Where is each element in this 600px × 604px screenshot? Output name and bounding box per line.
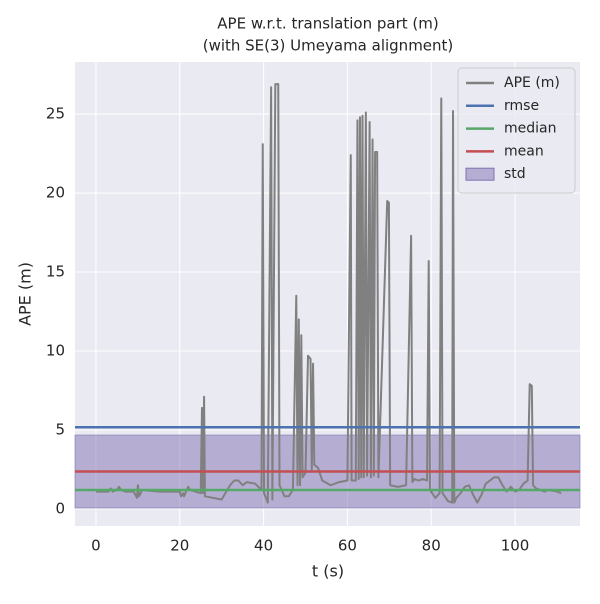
legend-label: rmse xyxy=(504,98,539,114)
legend-swatch xyxy=(465,167,495,181)
y-tick-label: 5 xyxy=(55,420,65,438)
legend: APE (m) rmse median mean std xyxy=(457,67,576,194)
marks xyxy=(74,83,581,509)
ape-line xyxy=(95,83,562,504)
legend-label: mean xyxy=(504,143,544,159)
x-tick-label: 0 xyxy=(91,537,101,555)
chart-subtitle: (with SE(3) Umeyama alignment) xyxy=(203,37,454,55)
legend-box xyxy=(457,67,576,194)
y-tick-label: 15 xyxy=(46,263,65,281)
x-tick-label: 60 xyxy=(338,537,357,555)
chart-title: APE w.r.t. translation part (m) xyxy=(217,15,438,33)
y-axis-label: APE (m) xyxy=(16,262,35,326)
legend-label: median xyxy=(504,121,556,137)
legend-label: std xyxy=(504,166,526,182)
y-tick-label: 0 xyxy=(55,499,65,517)
x-axis-label: t (s) xyxy=(312,562,344,581)
y-tick-label: 10 xyxy=(46,342,65,360)
y-tick-label: 25 xyxy=(46,105,65,123)
x-tick-label: 100 xyxy=(501,537,530,555)
y-tick-label: 20 xyxy=(46,184,65,202)
x-tick-label: 40 xyxy=(254,537,273,555)
legend-label: APE (m) xyxy=(504,75,560,91)
x-tick-label: 20 xyxy=(170,537,189,555)
x-tick-label: 80 xyxy=(422,537,441,555)
